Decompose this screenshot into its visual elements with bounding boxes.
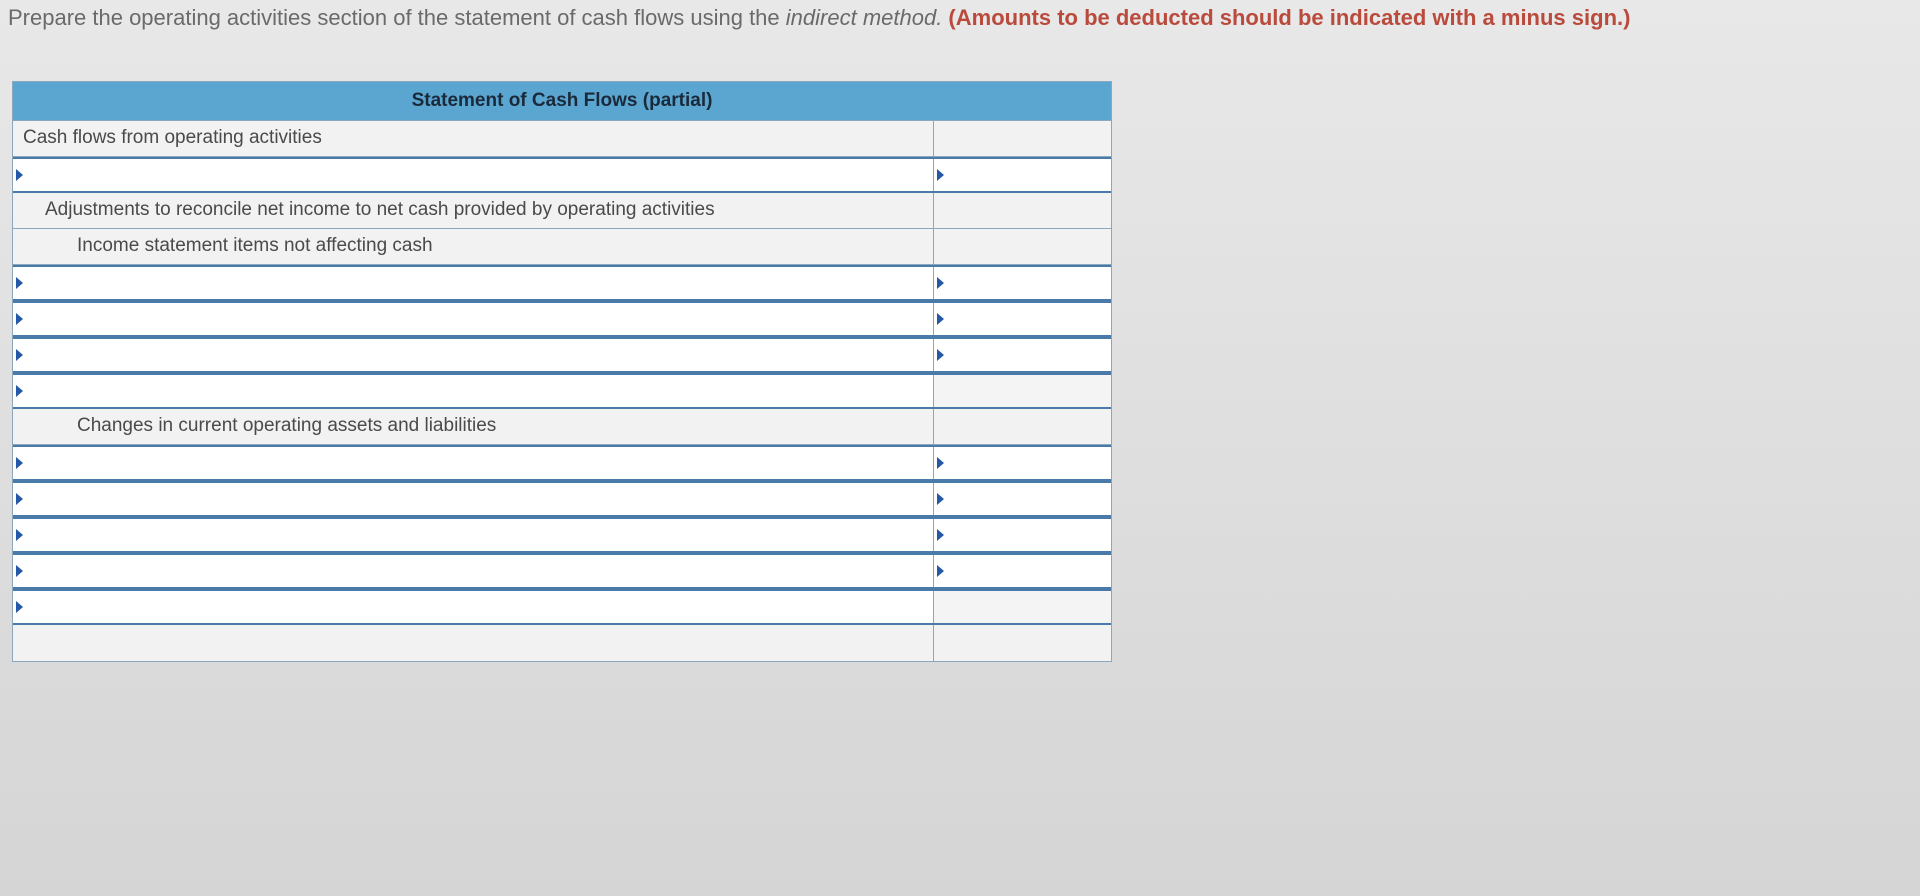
row-value [933,591,1111,623]
dropdown-label-input[interactable] [13,339,933,371]
row-value [933,193,1111,228]
dropdown-label-input[interactable] [13,591,933,623]
dropdown-value-input[interactable] [933,339,1111,371]
table-row: Income statement items not affecting cas… [13,229,1111,265]
table-row [13,625,1111,661]
table-row: Adjustments to reconcile net income to n… [13,193,1111,229]
row-value [933,625,1111,661]
dropdown-label-input[interactable] [13,159,933,191]
dropdown-label-input[interactable] [13,267,933,299]
instruction-main: Prepare the operating activities section… [8,5,786,30]
dropdown-value-input[interactable] [933,447,1111,479]
instruction-text: Prepare the operating activities section… [0,0,1920,51]
row-value [933,375,1111,407]
table-row [13,481,1111,517]
dropdown-label-input[interactable] [13,555,933,587]
table-row [13,157,1111,193]
dropdown-value-input[interactable] [933,267,1111,299]
row-value [933,229,1111,264]
instruction-italic: indirect method. [786,5,943,30]
table-row: Changes in current operating assets and … [13,409,1111,445]
table-title: Statement of Cash Flows (partial) [13,82,1111,121]
table-row [13,301,1111,337]
dropdown-label-input[interactable] [13,483,933,515]
table-row [13,589,1111,625]
table-row [13,373,1111,409]
dropdown-label-input[interactable] [13,303,933,335]
row-value [933,121,1111,156]
table-row [13,337,1111,373]
instruction-red: (Amounts to be deducted should be indica… [942,5,1630,30]
cash-flows-table: Statement of Cash Flows (partial) Cash f… [12,81,1112,662]
row-label-income-statement-items: Income statement items not affecting cas… [13,229,933,264]
row-label-blank [13,625,933,661]
dropdown-value-input[interactable] [933,303,1111,335]
dropdown-value-input[interactable] [933,483,1111,515]
row-label-changes-current: Changes in current operating assets and … [13,409,933,444]
dropdown-label-input[interactable] [13,375,933,407]
dropdown-value-input[interactable] [933,555,1111,587]
dropdown-value-input[interactable] [933,519,1111,551]
table-row [13,445,1111,481]
dropdown-value-input[interactable] [933,159,1111,191]
row-value [933,409,1111,444]
table-row: Cash flows from operating activities [13,121,1111,157]
table-row [13,517,1111,553]
dropdown-label-input[interactable] [13,447,933,479]
row-label-adjustments: Adjustments to reconcile net income to n… [13,193,933,228]
table-row [13,265,1111,301]
row-label-operating-activities: Cash flows from operating activities [13,121,933,156]
table-row [13,553,1111,589]
dropdown-label-input[interactable] [13,519,933,551]
